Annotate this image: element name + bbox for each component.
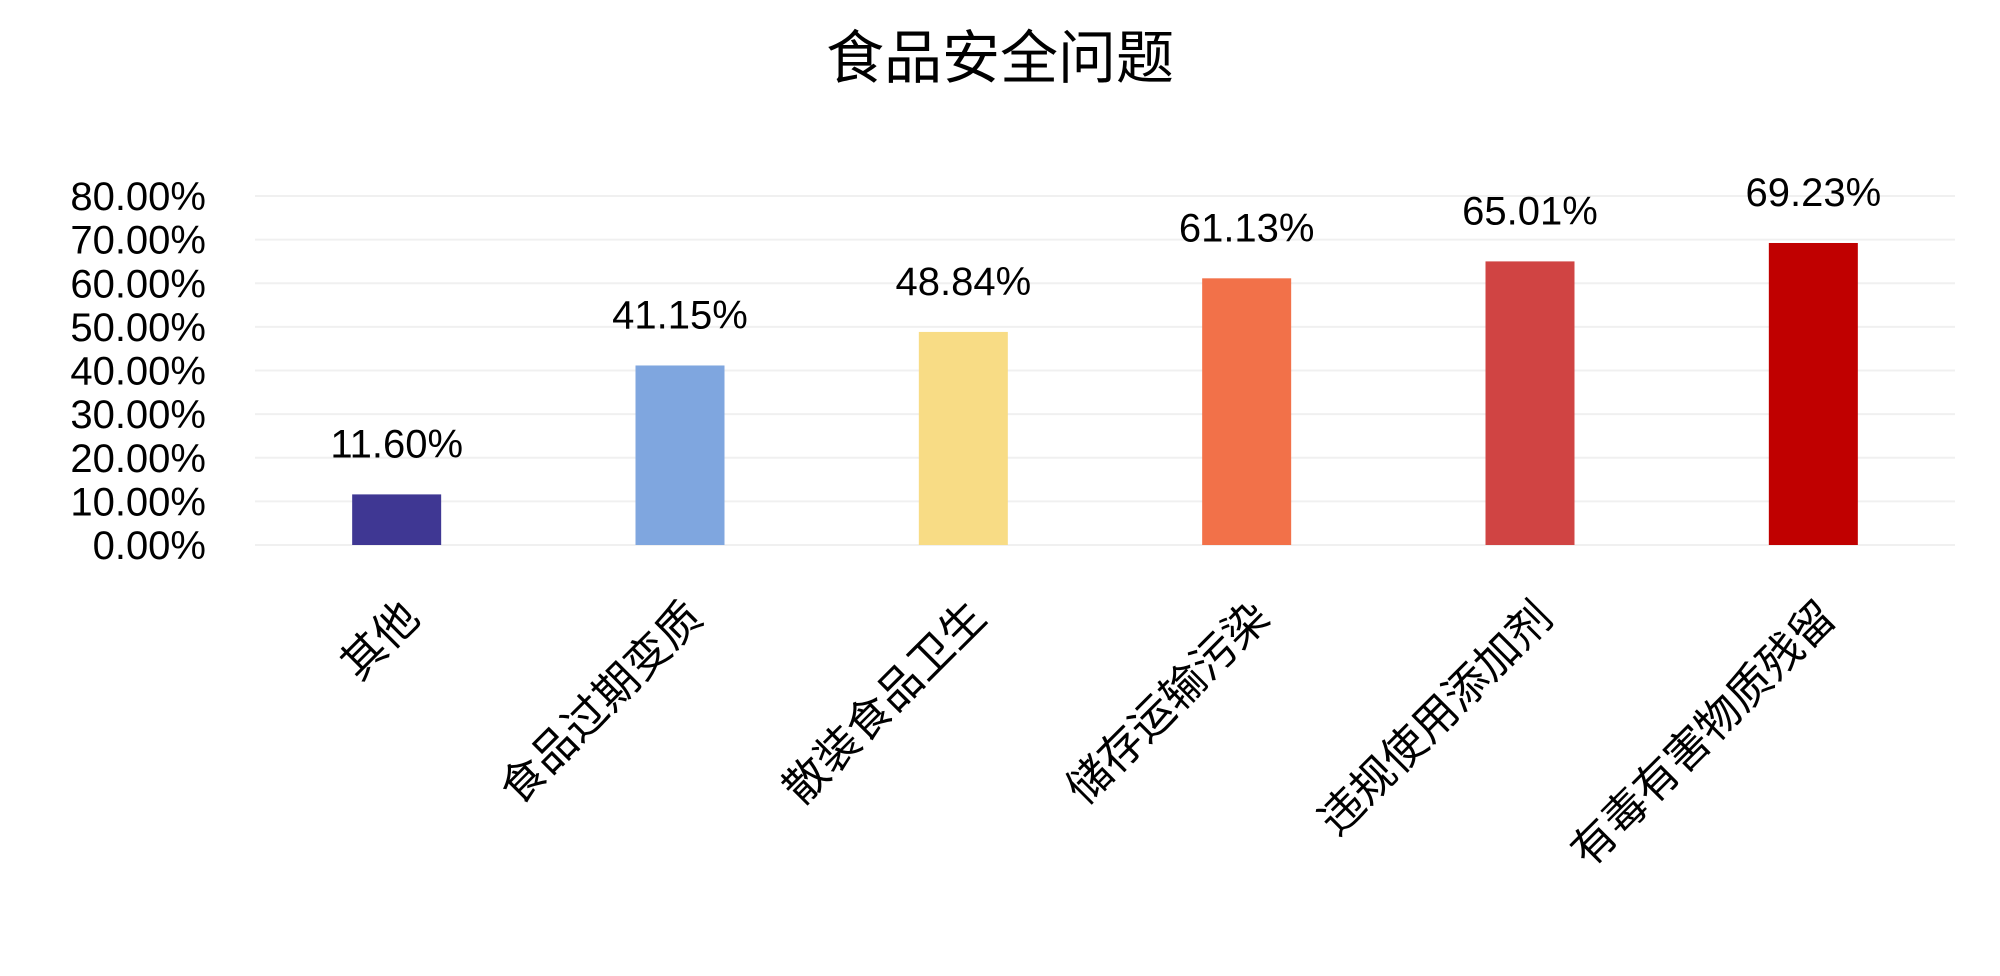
y-axis-tick-labels: 0.00%10.00%20.00%30.00%40.00%50.00%60.00… — [70, 175, 206, 568]
y-tick-label: 80.00% — [70, 175, 206, 219]
y-tick-label: 0.00% — [93, 524, 206, 568]
y-tick-label: 50.00% — [70, 306, 206, 350]
data-label: 61.13% — [1179, 206, 1315, 250]
y-tick-label: 20.00% — [70, 437, 206, 481]
bar — [352, 494, 442, 545]
data-label: 48.84% — [895, 260, 1031, 304]
x-category-label: 其他 — [331, 592, 429, 690]
y-tick-label: 10.00% — [70, 480, 206, 524]
data-label: 65.01% — [1462, 189, 1598, 233]
gridlines — [255, 195, 1955, 546]
x-category-label: 储存运输污染 — [1057, 592, 1280, 815]
bar — [918, 331, 1008, 545]
bars — [352, 242, 1858, 545]
bar — [1202, 278, 1292, 545]
data-label: 11.60% — [330, 422, 463, 466]
x-category-label: 有毒有害物质残留 — [1561, 592, 1846, 877]
data-labels: 11.60% 41.15% 48.84% 61.13% 65.01% 69.23% — [330, 171, 1881, 466]
chart-title: 食品安全问题 — [826, 24, 1174, 92]
bar — [635, 365, 725, 545]
y-tick-label: 70.00% — [70, 219, 206, 263]
x-category-label: 散装食品卫生 — [773, 592, 996, 815]
bar — [1485, 261, 1575, 545]
data-label: 41.15% — [612, 293, 748, 337]
y-tick-label: 30.00% — [70, 393, 206, 437]
y-tick-label: 60.00% — [70, 262, 206, 306]
x-category-label: 违规使用添加剂 — [1309, 592, 1563, 846]
x-category-label: 食品过期变质 — [490, 592, 713, 815]
bar — [1768, 242, 1858, 545]
y-tick-label: 40.00% — [70, 350, 206, 394]
data-label: 69.23% — [1745, 171, 1881, 215]
